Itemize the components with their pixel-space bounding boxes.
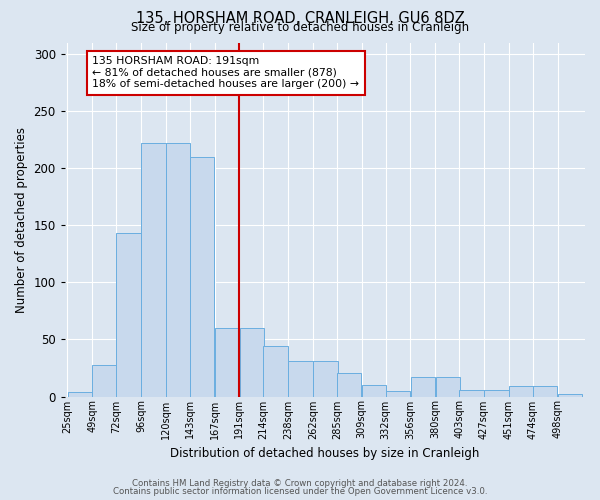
Bar	[190, 156, 214, 396]
Text: Size of property relative to detached houses in Cranleigh: Size of property relative to detached ho…	[131, 22, 469, 35]
Bar	[509, 386, 533, 396]
Bar	[289, 361, 313, 396]
Bar	[68, 392, 92, 396]
X-axis label: Distribution of detached houses by size in Cranleigh: Distribution of detached houses by size …	[170, 447, 479, 460]
Bar	[410, 377, 435, 396]
Bar	[362, 385, 386, 396]
Bar	[166, 143, 190, 397]
Bar	[386, 391, 410, 396]
Text: Contains HM Land Registry data © Crown copyright and database right 2024.: Contains HM Land Registry data © Crown c…	[132, 480, 468, 488]
Bar	[484, 390, 509, 396]
Bar	[337, 372, 361, 396]
Text: 135, HORSHAM ROAD, CRANLEIGH, GU6 8DZ: 135, HORSHAM ROAD, CRANLEIGH, GU6 8DZ	[136, 11, 464, 26]
Bar	[239, 328, 264, 396]
Bar	[533, 386, 557, 396]
Bar	[558, 394, 582, 396]
Bar	[116, 233, 140, 396]
Bar	[141, 143, 166, 397]
Bar	[460, 390, 484, 396]
Text: 135 HORSHAM ROAD: 191sqm
← 81% of detached houses are smaller (878)
18% of semi-: 135 HORSHAM ROAD: 191sqm ← 81% of detach…	[92, 56, 359, 90]
Y-axis label: Number of detached properties: Number of detached properties	[15, 126, 28, 312]
Bar	[313, 361, 338, 396]
Bar	[215, 328, 239, 396]
Text: Contains public sector information licensed under the Open Government Licence v3: Contains public sector information licen…	[113, 487, 487, 496]
Bar	[263, 346, 288, 397]
Bar	[436, 377, 460, 396]
Bar	[92, 364, 117, 396]
